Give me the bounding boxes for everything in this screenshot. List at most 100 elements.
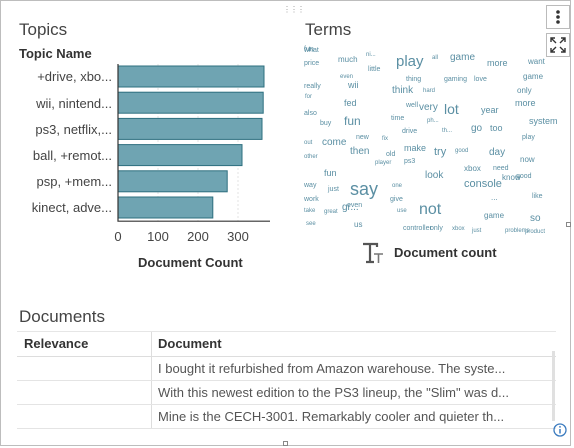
cloud-word[interactable]: product — [525, 229, 546, 235]
cloud-word[interactable]: hard — [423, 88, 436, 94]
cloud-word[interactable]: old — [386, 151, 396, 158]
cloud-word[interactable]: th... — [442, 128, 453, 134]
cloud-word[interactable]: want — [528, 57, 545, 66]
cloud-word[interactable]: just — [328, 186, 339, 193]
bar-category-label[interactable]: wii, nintend... — [36, 96, 112, 111]
table-row[interactable]: Mine is the CECH-3001. Remarkably cooler… — [17, 405, 556, 429]
cloud-word[interactable]: only — [517, 86, 532, 95]
cloud-word[interactable]: go — [471, 123, 483, 134]
cloud-word[interactable]: fix — [382, 136, 388, 142]
cloud-word[interactable]: even — [340, 74, 354, 80]
cloud-word[interactable]: problems — [505, 228, 530, 234]
cloud-word[interactable]: wii — [348, 80, 359, 90]
terms-word-cloud[interactable]: what much ni... price little play all game more w… — [304, 46, 558, 235]
resize-grip-icon[interactable]: ⋮⋮⋮ — [283, 5, 305, 14]
cloud-word[interactable]: just — [472, 228, 482, 234]
cloud-word[interactable]: for — [305, 94, 313, 100]
cloud-word[interactable]: think — [392, 85, 414, 96]
cloud-word[interactable]: see — [306, 221, 316, 227]
cloud-word[interactable]: time — [391, 115, 405, 122]
cloud-word[interactable]: drive — [402, 128, 418, 135]
cloud-word[interactable]: fun — [344, 114, 361, 128]
cloud-word[interactable]: way — [304, 182, 317, 189]
cloud-word[interactable]: price — [304, 60, 320, 67]
cloud-word[interactable]: take — [304, 208, 316, 214]
cloud-word[interactable]: give — [390, 196, 403, 203]
topic-bar[interactable] — [117, 91, 264, 114]
cloud-word[interactable]: one — [392, 183, 403, 189]
cloud-word[interactable]: try — [434, 146, 447, 158]
cloud-word[interactable]: make — [404, 143, 427, 153]
cloud-word[interactable]: xbox — [464, 164, 481, 173]
cloud-word[interactable]: use — [397, 208, 407, 214]
cloud-word[interactable]: love — [474, 76, 487, 83]
cloud-word[interactable]: then — [350, 146, 370, 157]
cloud-word[interactable]: fed — [344, 98, 357, 108]
cloud-word[interactable]: come — [322, 137, 347, 148]
cloud-word[interactable]: good — [455, 148, 469, 154]
cloud-word[interactable]: new — [356, 134, 369, 141]
topics-bar-chart[interactable]: 0 100 200 300 — [110, 58, 280, 246]
cloud-word[interactable]: lot — [444, 101, 459, 117]
cloud-word[interactable]: ps3 — [404, 158, 416, 165]
table-row[interactable]: I bought it refurbished from Amazon ware… — [17, 357, 556, 381]
cloud-word[interactable]: console — [464, 178, 502, 190]
cloud-word[interactable]: even — [347, 202, 363, 209]
cloud-word[interactable]: well — [406, 102, 419, 109]
cloud-word[interactable]: work — [304, 196, 319, 203]
cloud-word[interactable]: other — [304, 154, 318, 160]
cloud-word[interactable]: all — [432, 55, 439, 61]
cloud-word[interactable]: game — [484, 211, 505, 220]
table-scrollbar[interactable] — [552, 351, 555, 421]
cloud-word[interactable]: ni... — [366, 52, 376, 58]
cloud-word[interactable]: really — [304, 83, 321, 90]
cloud-word[interactable]: so — [530, 213, 541, 224]
cloud-word[interactable]: not — [419, 201, 442, 218]
cloud-word[interactable]: play — [396, 53, 424, 70]
cloud-word[interactable]: need — [493, 165, 509, 172]
cloud-word[interactable]: know — [502, 173, 521, 182]
cloud-word[interactable]: play — [522, 134, 535, 141]
menu-button[interactable] — [546, 5, 570, 29]
cloud-word[interactable]: gr... — [342, 202, 359, 213]
cloud-word[interactable]: player — [375, 160, 392, 166]
topic-bar[interactable] — [117, 65, 265, 88]
cloud-word[interactable]: now — [520, 155, 535, 164]
topic-bar[interactable] — [117, 196, 214, 219]
table-row[interactable]: With this newest edition to the PS3 line… — [17, 381, 556, 405]
bar-category-label[interactable]: kinect, adve... — [31, 200, 112, 215]
bar-category-label[interactable]: +drive, xbo... — [37, 69, 112, 84]
cloud-word[interactable]: like — [532, 193, 543, 200]
cloud-word[interactable]: say — [350, 179, 379, 199]
bar-category-label[interactable]: psp, +mem... — [36, 174, 113, 189]
cloud-word[interactable]: thing — [406, 76, 422, 83]
cloud-word[interactable]: very — [419, 102, 438, 113]
cloud-word[interactable]: much — [338, 55, 358, 64]
cloud-word[interactable]: what — [304, 47, 319, 54]
bar-category-label[interactable]: ball, +remot... — [32, 148, 112, 163]
info-icon[interactable] — [553, 423, 567, 437]
cloud-word[interactable]: year — [481, 105, 499, 115]
bar-category-label[interactable]: ps3, netflix,... — [35, 122, 112, 137]
cloud-word[interactable]: fun — [324, 168, 337, 178]
cloud-word[interactable]: look — [425, 170, 444, 181]
maximize-button[interactable] — [546, 33, 570, 57]
cloud-word[interactable]: too — [490, 123, 503, 133]
topic-bar[interactable] — [117, 117, 263, 140]
cloud-word[interactable]: day — [489, 147, 506, 158]
cloud-word[interactable]: gaming — [444, 76, 467, 83]
resize-handle-bottom[interactable] — [283, 441, 288, 446]
cloud-word[interactable]: game — [523, 72, 544, 81]
topic-bar[interactable] — [117, 170, 228, 193]
cloud-word[interactable]: fun — [304, 46, 314, 53]
cloud-word[interactable]: only — [430, 225, 443, 232]
cloud-word[interactable]: xbox — [452, 226, 465, 232]
cloud-word[interactable]: ph... — [427, 118, 439, 124]
cloud-word[interactable]: ... — [491, 193, 498, 202]
cloud-word[interactable]: controller — [403, 225, 432, 232]
cloud-word[interactable]: buy — [320, 120, 332, 127]
cloud-word[interactable]: great — [324, 209, 338, 215]
cloud-word[interactable]: game — [450, 52, 476, 63]
cloud-word[interactable]: good — [516, 173, 532, 180]
cloud-word[interactable]: also — [304, 110, 317, 117]
